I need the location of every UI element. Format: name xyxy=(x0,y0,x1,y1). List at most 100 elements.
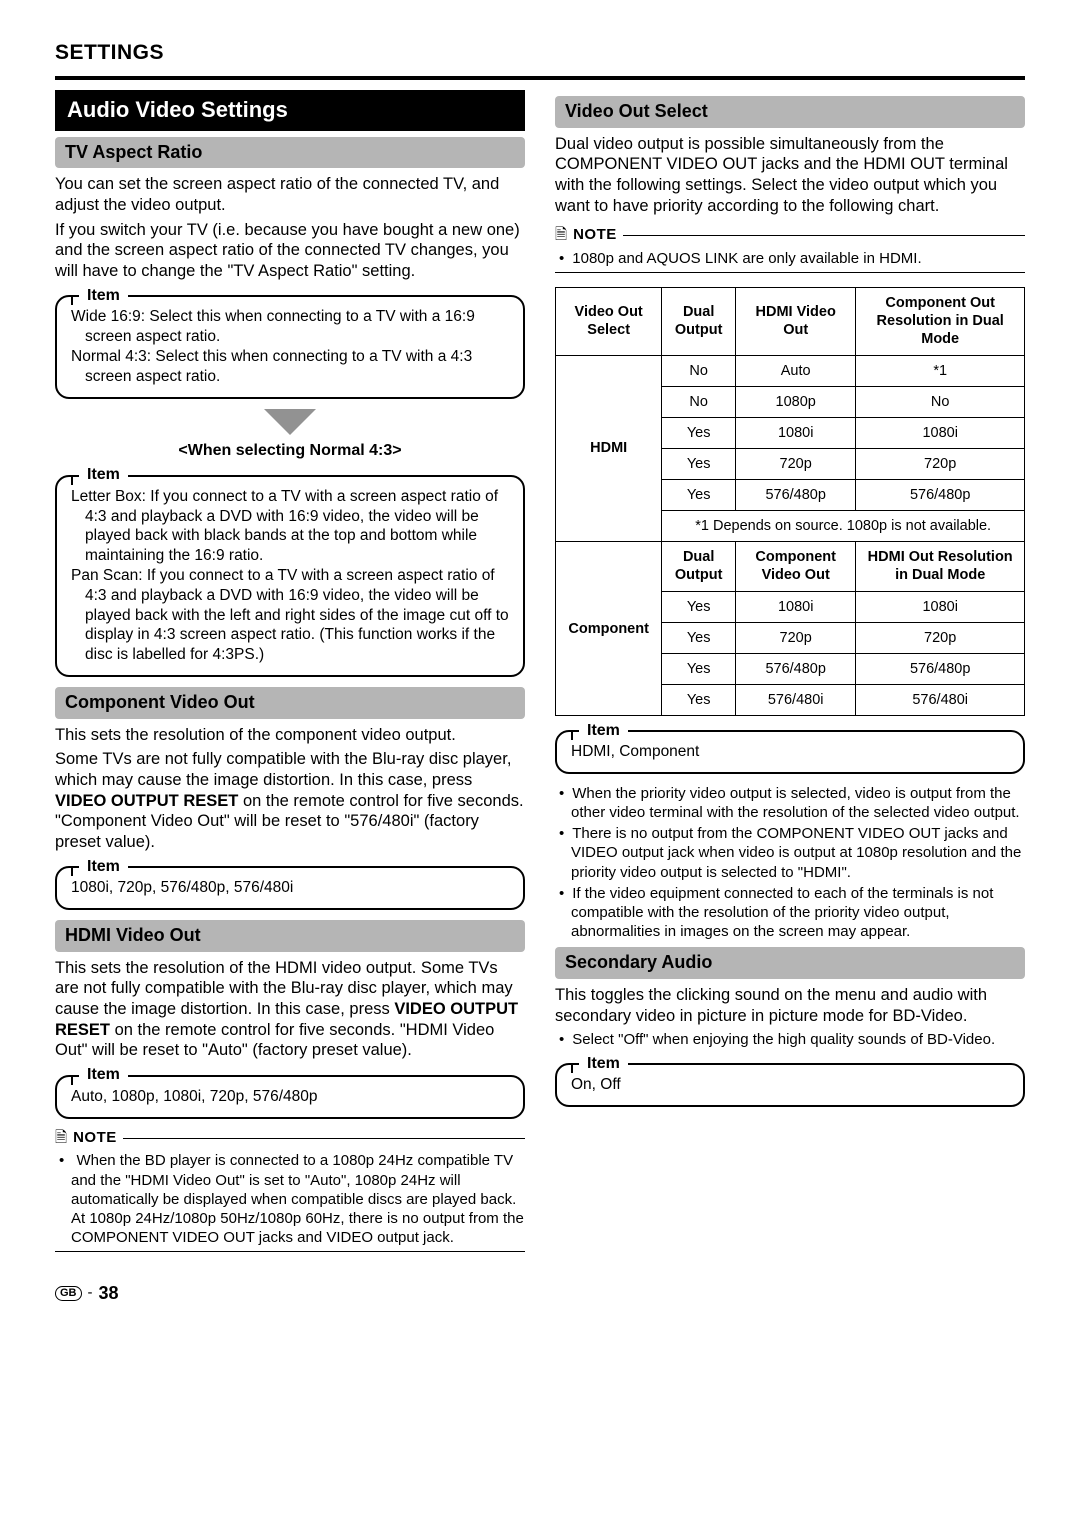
component-p1: This sets the resolution of the componen… xyxy=(55,725,525,746)
cell: Auto xyxy=(736,355,856,386)
th-hdmi-video-out: HDMI Video Out xyxy=(736,288,856,355)
item-box-hdmi: Item Auto, 1080p, 1080i, 720p, 576/480p xyxy=(55,1075,525,1119)
cell: 576/480p xyxy=(736,653,856,684)
note-icon: 🗎 xyxy=(555,226,567,245)
cell: 1080p xyxy=(736,386,856,417)
arrow-down-icon xyxy=(264,409,316,435)
cell: 576/480i xyxy=(856,684,1025,715)
note-text-b: At 1080p 24Hz/1080p 50Hz/1080p 60Hz, the… xyxy=(71,1210,524,1246)
row-group-component: Component xyxy=(556,542,662,716)
th-component-out-res: Component Out Resolution in Dual Mode xyxy=(856,288,1025,355)
table-header-row: Video Out Select Dual Output HDMI Video … xyxy=(556,288,1025,355)
cell: 1080i xyxy=(856,591,1025,622)
cell: *1 xyxy=(856,355,1025,386)
video-out-bullets: When the priority video output is select… xyxy=(555,784,1025,942)
page-section-title: SETTINGS xyxy=(55,40,1025,66)
cell: No xyxy=(662,355,736,386)
item-box-normal-43: Item Letter Box: If you connect to a TV … xyxy=(55,475,525,677)
tv-aspect-p1: You can set the screen aspect ratio of t… xyxy=(55,174,525,215)
item-line: Pan Scan: If you connect to a TV with a … xyxy=(71,566,509,665)
table-subheader-row: Component Dual Output Component Video Ou… xyxy=(556,542,1025,591)
th-dual-output: Dual Output xyxy=(662,288,736,355)
item-box-tv-aspect: Item Wide 16:9: Select this when connect… xyxy=(55,295,525,398)
item-box-component: Item 1080i, 720p, 576/480p, 576/480i xyxy=(55,866,525,910)
video-out-table: Video Out Select Dual Output HDMI Video … xyxy=(555,287,1025,716)
cell: 720p xyxy=(736,622,856,653)
component-p2: Some TVs are not fully compatible with t… xyxy=(55,749,525,852)
cell: Yes xyxy=(662,480,736,511)
footer-dash: - xyxy=(88,1284,93,1303)
note-divider xyxy=(555,272,1025,273)
heading-video-out-select: Video Out Select xyxy=(555,96,1025,128)
cell: No xyxy=(856,386,1025,417)
heading-hdmi-video-out: HDMI Video Out xyxy=(55,920,525,952)
item-legend: Item xyxy=(79,857,128,877)
cell: 576/480i xyxy=(736,684,856,715)
item-legend: Item xyxy=(79,465,128,485)
table-row: HDMI No Auto *1 xyxy=(556,355,1025,386)
item-line: Letter Box: If you connect to a TV with … xyxy=(71,487,509,566)
cell: 1080i xyxy=(736,591,856,622)
bullet-item: If the video equipment connected to each… xyxy=(555,884,1025,942)
cell: 576/480p xyxy=(856,480,1025,511)
cell: 1080i xyxy=(856,417,1025,448)
subheading-when-normal-43: <When selecting Normal 4:3> xyxy=(55,441,525,461)
heading-component-video-out: Component Video Out xyxy=(55,687,525,719)
cell-footnote: *1 Depends on source. 1080p is not avail… xyxy=(662,511,1025,542)
video-out-p1: Dual video output is possible simultaneo… xyxy=(555,134,1025,217)
th-dual-output: Dual Output xyxy=(662,542,736,591)
cell: Yes xyxy=(662,684,736,715)
cell: Yes xyxy=(662,591,736,622)
cell: 720p xyxy=(856,448,1025,479)
item-text: Auto, 1080p, 1080i, 720p, 576/480p xyxy=(71,1087,509,1107)
cell: 576/480p xyxy=(736,480,856,511)
item-legend: Item xyxy=(79,1065,128,1085)
cell: No xyxy=(662,386,736,417)
left-column: Audio Video Settings TV Aspect Ratio You… xyxy=(55,90,525,1252)
text-span: on the remote control for five seconds. … xyxy=(55,1021,494,1060)
note-label: NOTE xyxy=(573,226,617,245)
th-component-video-out: Component Video Out xyxy=(736,542,856,591)
cell: Yes xyxy=(662,448,736,479)
item-legend: Item xyxy=(579,1054,628,1074)
item-legend: Item xyxy=(579,721,628,741)
note-item: When the BD player is connected to a 108… xyxy=(55,1151,525,1247)
section-divider xyxy=(55,76,1025,80)
item-box-secondary: Item On, Off xyxy=(555,1063,1025,1107)
hdmi-p1: This sets the resolution of the HDMI vid… xyxy=(55,958,525,1061)
item-text: On, Off xyxy=(571,1075,1009,1095)
text-span: Some TVs are not fully compatible with t… xyxy=(55,750,511,789)
cell: Yes xyxy=(662,622,736,653)
item-legend: Item xyxy=(79,286,128,306)
note-list: When the BD player is connected to a 108… xyxy=(55,1151,525,1247)
bullet-item: There is no output from the COMPONENT VI… xyxy=(555,824,1025,882)
page-number: 38 xyxy=(99,1282,119,1305)
heading-audio-video-settings: Audio Video Settings xyxy=(55,90,525,131)
cell: 576/480p xyxy=(856,653,1025,684)
video-output-reset-label: VIDEO OUTPUT RESET xyxy=(55,792,238,810)
item-text: HDMI, Component xyxy=(571,742,1009,762)
region-code-badge: GB xyxy=(55,1286,82,1302)
page-footer: GB - 38 xyxy=(55,1282,1025,1305)
note-label: NOTE xyxy=(73,1129,117,1148)
note-text-a: When the BD player is connected to a 108… xyxy=(71,1152,516,1207)
note-divider xyxy=(55,1251,525,1252)
row-group-hdmi: HDMI xyxy=(556,355,662,542)
cell: 720p xyxy=(856,622,1025,653)
item-line: Normal 4:3: Select this when connecting … xyxy=(71,347,509,387)
secondary-bullets: Select "Off" when enjoying the high qual… xyxy=(555,1030,1025,1049)
secondary-p1: This toggles the clicking sound on the m… xyxy=(555,985,1025,1026)
right-column: Video Out Select Dual video output is po… xyxy=(555,90,1025,1252)
note-heading: 🗎 NOTE xyxy=(55,1129,525,1148)
item-text: 1080i, 720p, 576/480p, 576/480i xyxy=(71,878,509,898)
note-item: 1080p and AQUOS LINK are only available … xyxy=(555,249,1025,268)
item-line: Wide 16:9: Select this when connecting t… xyxy=(71,307,509,347)
heading-tv-aspect-ratio: TV Aspect Ratio xyxy=(55,137,525,169)
cell: Yes xyxy=(662,417,736,448)
bullet-item: When the priority video output is select… xyxy=(555,784,1025,822)
cell: Yes xyxy=(662,653,736,684)
note-icon: 🗎 xyxy=(55,1129,67,1148)
th-video-out-select: Video Out Select xyxy=(556,288,662,355)
cell: 1080i xyxy=(736,417,856,448)
bullet-item: Select "Off" when enjoying the high qual… xyxy=(555,1030,1025,1049)
